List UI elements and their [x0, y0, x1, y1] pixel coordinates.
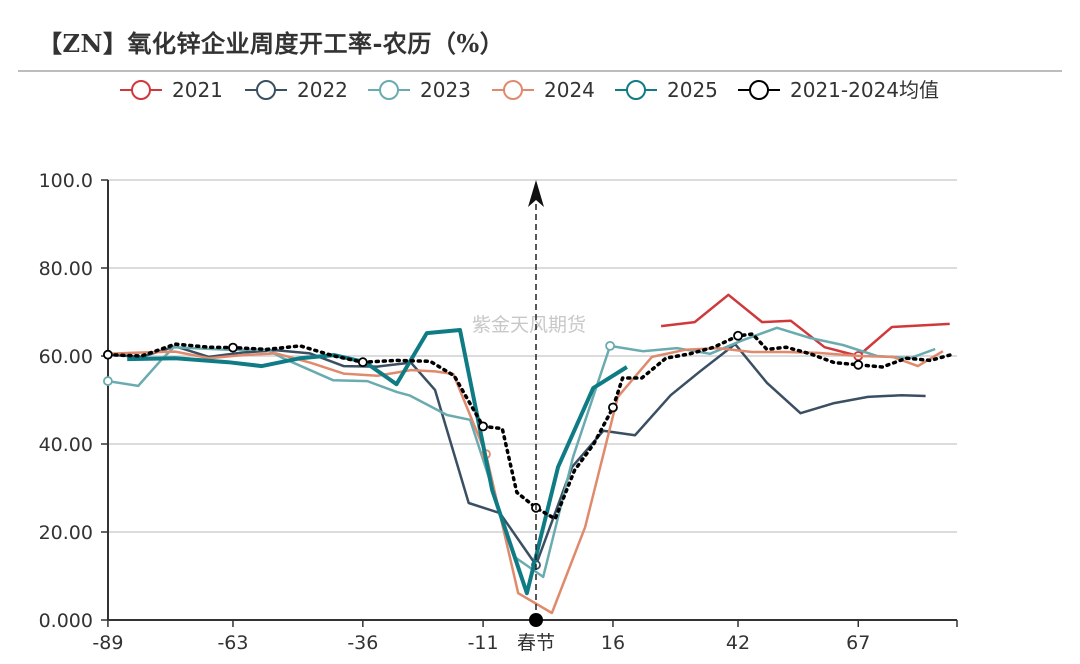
series-line-2025	[127, 328, 628, 596]
axes: 0.000 20.00 40.00 60.00 80.00 100.0 -89 -63 -36 -…	[39, 170, 958, 654]
x-tick-label: -36	[347, 632, 378, 654]
legend-circle-icon	[131, 80, 151, 100]
legend-item-2021[interactable]: 2021	[120, 78, 223, 102]
arrow-up-icon	[528, 180, 544, 207]
series-marker	[733, 330, 743, 341]
series-marker	[357, 357, 368, 368]
series-line-2021-2024均值	[106, 332, 957, 521]
legend-item-2022[interactable]: 2022	[245, 78, 348, 102]
spring-festival-dot	[529, 613, 543, 627]
y-tick-label: 40.00	[39, 434, 93, 456]
y-tick-label: 80.00	[39, 258, 93, 280]
series-line-2024	[107, 346, 944, 615]
legend-item-2024[interactable]: 2024	[492, 78, 595, 102]
x-tick-label: -11	[468, 632, 499, 654]
legend-item-2023[interactable]: 2023	[368, 78, 471, 102]
y-tick-label: 20.00	[39, 522, 93, 544]
x-tick-label: 67	[846, 632, 870, 654]
series-marker	[853, 359, 864, 370]
series-marker	[478, 421, 488, 432]
watermark: 紫金天风期货	[472, 314, 586, 336]
x-tick-label: 春节	[517, 632, 555, 654]
x-tick-label: -89	[92, 632, 123, 654]
chart-title: 【ZN】氧化锌企业周度开工率-农历（%）	[38, 29, 505, 58]
series-line-2023	[107, 326, 936, 579]
legend-item-2025[interactable]: 2025	[615, 78, 718, 102]
x-tick-label: 16	[601, 632, 625, 654]
x-tick-label: 42	[726, 632, 750, 654]
y-tick-label: 100.0	[39, 170, 93, 192]
series-marker	[605, 340, 615, 351]
legend-label: 2024	[544, 78, 595, 102]
legend-label: 2021-2024均值	[790, 78, 939, 102]
series-marker	[228, 342, 238, 353]
series-line-2021	[660, 293, 950, 358]
series-marker	[608, 402, 618, 413]
legend-circle-icon	[379, 80, 399, 100]
legend[interactable]: 2021 2022 2023 2024 2025 2021-2024均值	[120, 78, 939, 102]
legend-circle-icon	[626, 80, 646, 100]
title-divider	[18, 70, 1062, 72]
x-tick-label: -63	[217, 632, 248, 654]
series-line-2022	[107, 342, 926, 567]
legend-circle-icon	[256, 80, 276, 100]
legend-item-2021-2024均值[interactable]: 2021-2024均值	[738, 78, 939, 102]
series-marker	[103, 376, 113, 386]
legend-circle-icon	[503, 80, 523, 100]
y-tick-label: 0.000	[39, 610, 93, 632]
legend-label: 2023	[420, 78, 471, 102]
legend-label: 2025	[667, 78, 718, 102]
legend-label: 2021	[172, 78, 223, 102]
y-tick-label: 60.00	[39, 346, 93, 368]
legend-label: 2022	[297, 78, 348, 102]
series-marker	[103, 349, 113, 360]
legend-circle-icon	[749, 80, 769, 100]
spring-festival-marker	[528, 180, 544, 627]
series-group	[103, 293, 957, 615]
